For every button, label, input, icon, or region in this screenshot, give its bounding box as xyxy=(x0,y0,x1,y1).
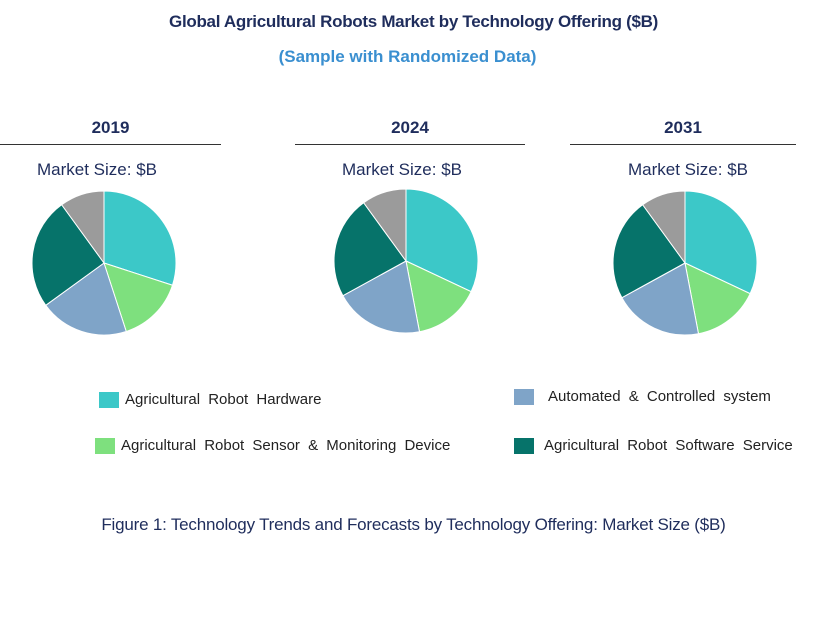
pie-slice-sensor xyxy=(684,262,751,335)
pie-slice-hardware xyxy=(405,188,479,293)
pie-slice-hardware xyxy=(684,190,758,295)
market-size-label: Market Size: $B xyxy=(37,160,157,179)
market-size-label: Market Size: $B xyxy=(342,160,462,179)
legend-swatch xyxy=(95,437,115,454)
pie-slice-other xyxy=(641,190,686,265)
pie-panel-2024: 2024 Market Size: $B xyxy=(295,118,525,179)
pie-slice-software xyxy=(333,202,407,297)
pie-panel-2031: 2031 Market Size: $B xyxy=(570,118,796,179)
panel-year: 2024 xyxy=(295,118,525,145)
legend-label: Automated & Controlled system xyxy=(548,388,771,405)
chart-subtitle: (Sample with Randomized Data) xyxy=(278,47,537,66)
panel-year: 2019 xyxy=(0,118,221,145)
pie-slice-other xyxy=(60,190,105,265)
pie-slice-automated xyxy=(45,262,127,336)
legend-label: Agricultural Robot Hardware xyxy=(125,391,322,408)
pie-panel-2019: 2019 Market Size: $B xyxy=(0,118,221,179)
legend-swatch xyxy=(99,391,119,408)
legend-label: Agricultural Robot Software Service xyxy=(544,437,793,454)
pie-slice-sensor xyxy=(103,262,174,333)
legend-swatch xyxy=(514,437,534,454)
pie-slice-automated xyxy=(621,262,700,336)
chart-title: Global Agricultural Robots Market by Tec… xyxy=(169,12,658,31)
legend-item-software: Agricultural Robot Software Service xyxy=(514,437,793,454)
pie-slice-automated xyxy=(342,260,421,334)
pie-slice-sensor xyxy=(405,260,472,333)
market-size-label: Market Size: $B xyxy=(628,160,748,179)
legend-item-automated: Automated & Controlled system xyxy=(514,388,771,405)
panel-year: 2031 xyxy=(570,118,796,145)
pie-slice-software xyxy=(31,204,105,307)
pie-slice-hardware xyxy=(103,190,177,286)
pie-slice-other xyxy=(362,188,407,263)
legend-label: Agricultural Robot Sensor & Monitoring D… xyxy=(121,437,451,454)
legend-item-hardware: Agricultural Robot Hardware xyxy=(99,391,321,408)
legend-swatch xyxy=(514,388,534,405)
pie-slice-software xyxy=(612,204,686,299)
legend-item-sensor: Agricultural Robot Sensor & Monitoring D… xyxy=(95,437,450,454)
figure-caption: Figure 1: Technology Trends and Forecast… xyxy=(101,515,726,534)
